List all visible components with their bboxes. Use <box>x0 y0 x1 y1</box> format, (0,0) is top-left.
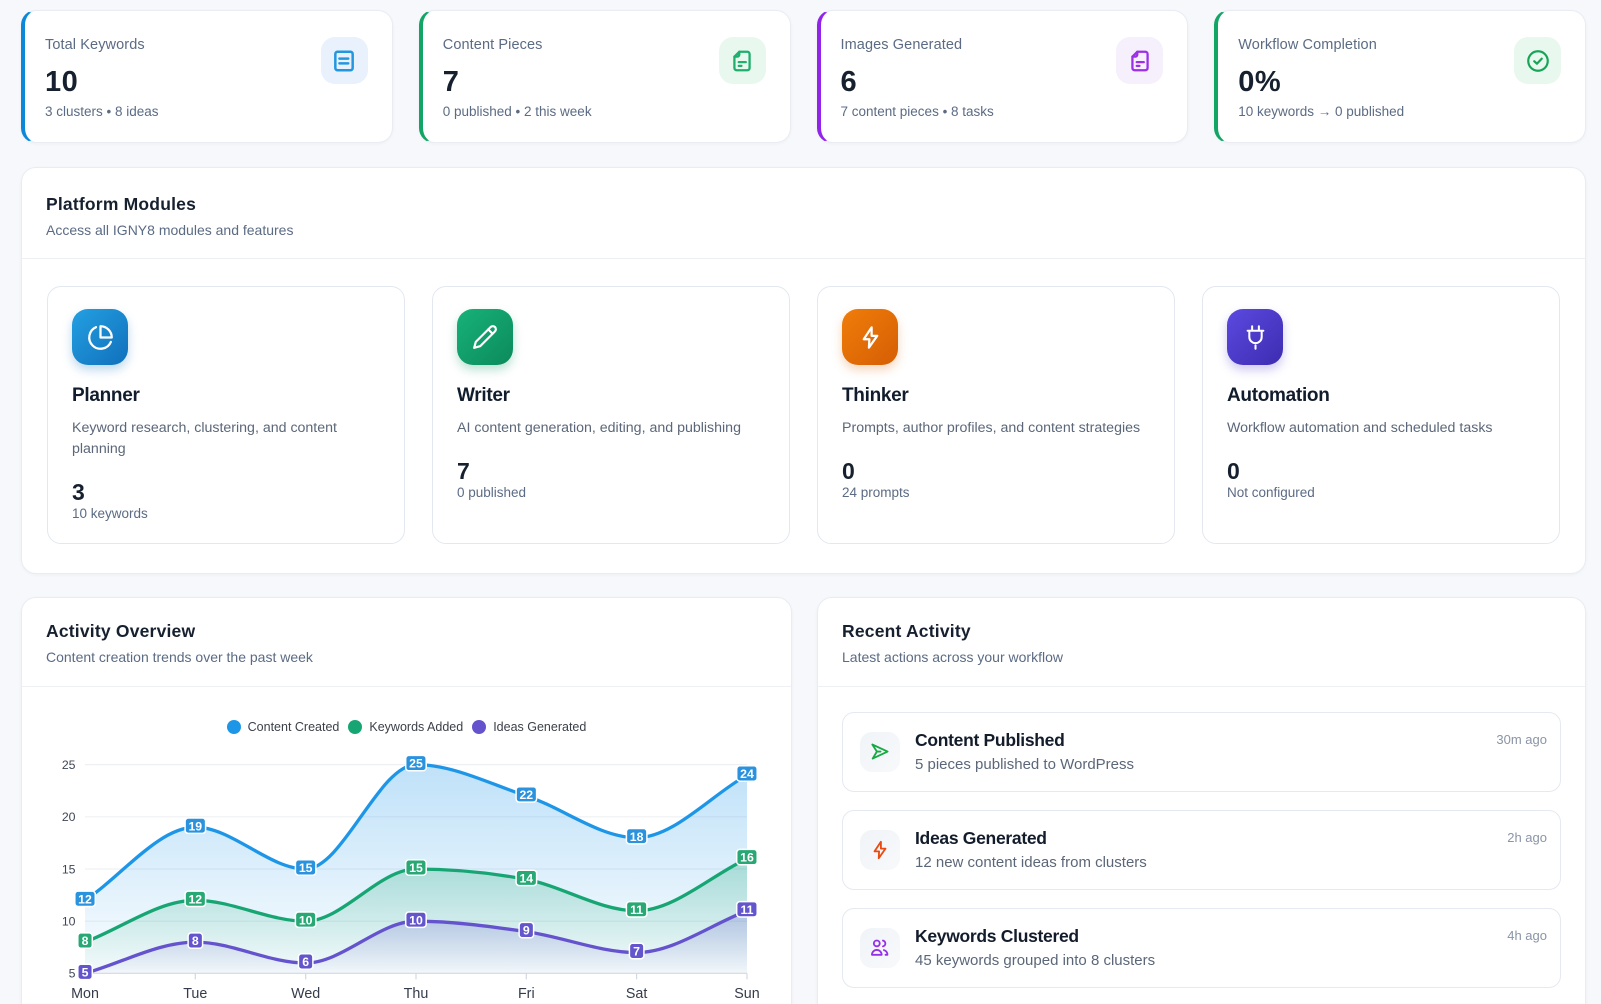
svg-text:10: 10 <box>299 913 313 927</box>
svg-text:8: 8 <box>82 934 89 948</box>
svg-text:Sat: Sat <box>626 986 647 1002</box>
svg-text:15: 15 <box>299 861 313 875</box>
svg-text:10: 10 <box>62 915 76 929</box>
svg-text:22: 22 <box>519 788 533 802</box>
svg-text:12: 12 <box>78 892 92 906</box>
svg-text:7: 7 <box>633 945 640 959</box>
svg-text:5: 5 <box>69 967 76 981</box>
svg-text:11: 11 <box>630 903 643 917</box>
svg-text:Tue: Tue <box>183 986 207 1002</box>
svg-text:Mon: Mon <box>71 986 99 1002</box>
svg-text:11: 11 <box>741 903 754 917</box>
svg-text:8: 8 <box>192 934 199 948</box>
svg-text:Thu: Thu <box>404 986 429 1002</box>
svg-text:19: 19 <box>188 819 202 833</box>
svg-text:18: 18 <box>630 830 644 844</box>
svg-text:16: 16 <box>740 851 754 865</box>
svg-text:6: 6 <box>302 955 309 969</box>
svg-text:24: 24 <box>740 767 754 781</box>
svg-text:20: 20 <box>62 810 76 824</box>
svg-text:5: 5 <box>82 966 89 980</box>
svg-text:10: 10 <box>409 913 423 927</box>
svg-text:Fri: Fri <box>518 986 535 1002</box>
svg-text:9: 9 <box>523 924 530 938</box>
svg-text:Wed: Wed <box>291 986 320 1002</box>
svg-text:12: 12 <box>188 892 202 906</box>
svg-text:Sun: Sun <box>734 986 759 1002</box>
svg-text:25: 25 <box>409 757 423 771</box>
svg-text:25: 25 <box>62 758 76 772</box>
svg-text:15: 15 <box>409 861 423 875</box>
svg-text:14: 14 <box>519 872 533 886</box>
svg-text:15: 15 <box>62 862 76 876</box>
